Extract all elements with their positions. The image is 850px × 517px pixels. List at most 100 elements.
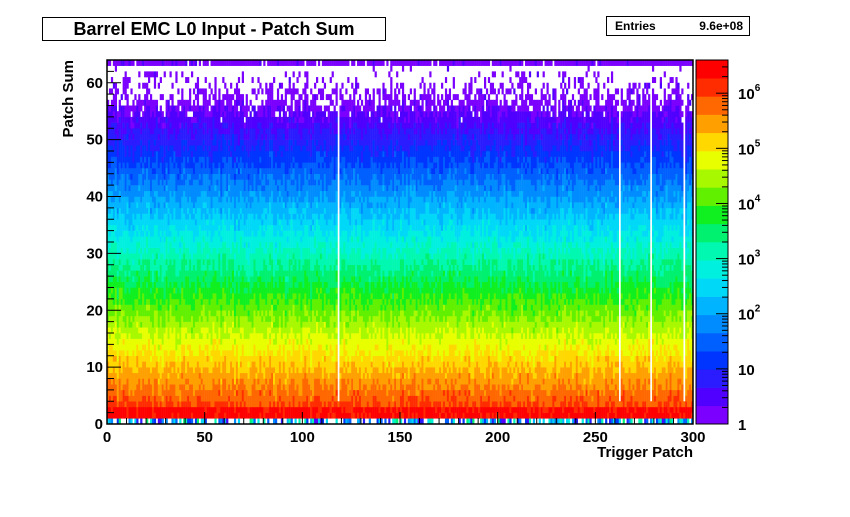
heatmap-cell [267,105,270,129]
heatmap-cell [306,304,309,311]
heatmap-cell [310,139,313,157]
heatmap-cell [253,105,256,129]
heatmap-cell [323,264,327,283]
heatmap-cell [138,185,141,192]
heatmap-cell [415,60,418,66]
heatmap-cell [319,270,323,283]
heatmap-cell [429,315,432,322]
heatmap-cell [185,333,188,339]
heatmap-cell [232,378,235,402]
heatmap-cell [325,116,328,129]
heatmap-cell [232,242,235,260]
heatmap-cell [128,139,131,157]
heatmap-cell [134,287,137,300]
heatmap-cell [351,378,354,396]
heatmap-cell [347,116,350,129]
heatmap-cell [355,367,358,391]
heatmap-cell [454,355,457,368]
heatmap-cell [427,168,430,180]
heatmap-cell [232,259,235,271]
heatmap-cell [376,230,379,254]
heatmap-cell [382,173,385,186]
heatmap-cell [190,105,194,112]
heatmap-cell [157,350,160,362]
heatmap-cell [317,361,321,379]
heatmap-cell [360,145,364,152]
heatmap-cell [403,418,407,425]
heatmap-cell [206,173,209,197]
heatmap-cell [374,111,377,118]
heatmap-cell [224,224,227,243]
heatmap-cell [411,315,414,334]
heatmap-cell [179,111,182,123]
heatmap-cell [146,287,149,300]
heatmap-cell [190,156,194,169]
heatmap-cell [273,99,276,118]
heatmap-cell [273,372,276,385]
heatmap-cell [273,395,276,402]
heatmap-cell [448,111,452,123]
heatmap-cell [274,242,278,248]
heatmap-cell [329,242,332,248]
heatmap-cell [136,145,139,163]
heatmap-cell [198,207,202,226]
heatmap-cell [216,185,219,197]
heatmap-cell [441,82,444,89]
heatmap-cell [319,287,323,294]
heatmap-cell [306,350,309,374]
heatmap-cell [319,133,323,146]
heatmap-cell [241,151,244,163]
heatmap-cell [165,350,168,362]
heatmap-cell [454,242,457,260]
heatmap-cell [274,156,278,163]
heatmap-cell [425,253,428,260]
heatmap-cell [435,327,438,334]
heatmap-cell [192,298,196,311]
heatmap-cell [126,116,129,123]
heatmap-cell [331,406,334,413]
heatmap-cell [194,406,198,419]
heatmap-cell [183,355,186,385]
heatmap-cell [319,315,323,328]
heatmap-cell [296,304,299,322]
heatmap-cell [126,350,129,356]
heatmap-cell [271,190,274,214]
heatmap-cell [132,395,135,402]
heatmap-cell [331,350,334,356]
heatmap-cell [255,378,258,391]
heatmap-cell [321,88,325,101]
heatmap-cell [401,287,405,300]
heatmap-cell [247,139,250,157]
heatmap-cell [148,139,151,157]
heatmap-cell [202,105,205,123]
heatmap-cell [280,156,284,163]
heatmap-cell [380,338,383,356]
heatmap-cell [235,179,239,197]
heatmap-cell [208,310,211,334]
heatmap-cell [224,355,227,379]
heatmap-cell [269,333,272,339]
heatmap-cell [306,162,309,180]
heatmap-cell [167,389,170,402]
heatmap-cell [157,287,160,311]
heatmap-cell [163,298,166,305]
heatmap-cell [122,361,125,385]
heatmap-cell [454,179,457,186]
heatmap-cell [321,236,325,243]
heatmap-cell [398,350,401,356]
heatmap-cell [390,344,393,368]
heatmap-cell [251,327,254,334]
heatmap-cell [161,94,164,101]
heatmap-cell [292,230,295,248]
heatmap-cell [130,145,133,169]
heatmap-cell [282,105,285,129]
heatmap-cell [392,412,395,419]
heatmap-cell [392,196,395,231]
heatmap-cell [228,185,231,192]
heatmap-cell [302,321,305,328]
heatmap-cell [222,168,225,174]
heatmap-cell [333,315,336,322]
heatmap-cell [292,185,295,197]
heatmap-cell [358,224,362,248]
heatmap-cell [460,60,463,66]
